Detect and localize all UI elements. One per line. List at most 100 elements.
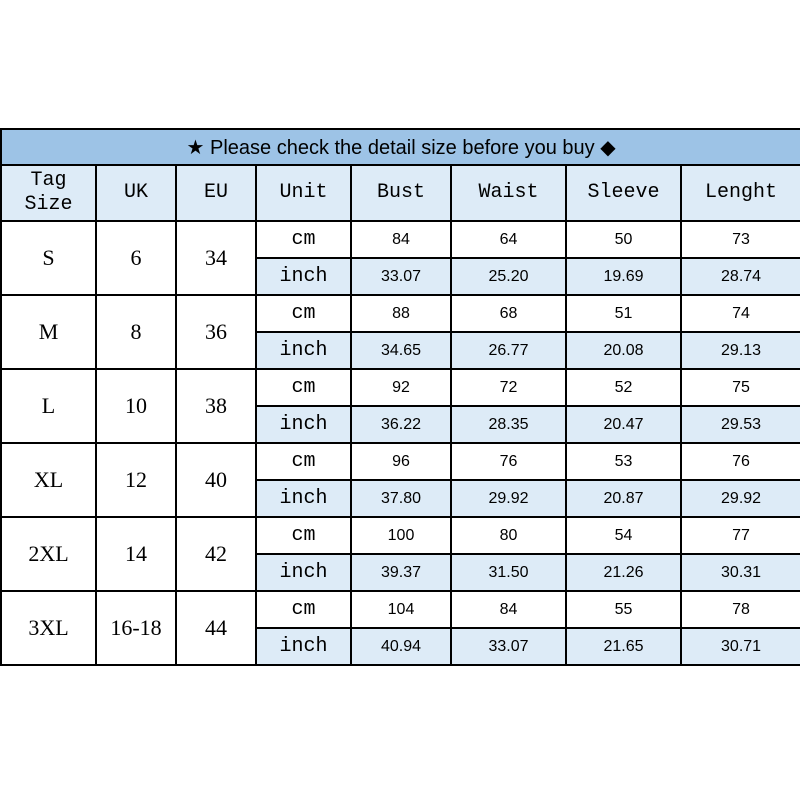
tag-size-cell: XL [0, 442, 97, 518]
measurement-cell: 51 [565, 294, 682, 333]
measurement-cell: 80 [450, 516, 567, 555]
tag-size-cell: S [0, 220, 97, 296]
uk-size-cell: 8 [95, 294, 177, 370]
measurement-cell: 96 [350, 442, 452, 481]
unit-cell: inch [255, 627, 352, 666]
measurement-cell: 52 [565, 368, 682, 407]
unit-cell: cm [255, 442, 352, 481]
size-row-cm: 3XL 16-18 44 cm 104 84 55 78 [0, 590, 800, 666]
measurement-cell: 84 [350, 220, 452, 259]
measurement-cell: 53 [565, 442, 682, 481]
measurement-cell: 36.22 [350, 405, 452, 444]
measurement-cell: 28.35 [450, 405, 567, 444]
measurement-cell: 33.07 [450, 627, 567, 666]
measurement-cell: 26.77 [450, 331, 567, 370]
measurement-cell: 100 [350, 516, 452, 555]
measurement-cell: 76 [679, 442, 800, 481]
unit-cell: inch [255, 405, 352, 444]
measurement-cell: 84 [450, 590, 567, 629]
measurement-cell: 33.07 [350, 257, 452, 296]
measurement-cell: 31.50 [450, 553, 567, 592]
measurement-cell: 19.69 [565, 257, 682, 296]
measurement-cell: 73 [679, 220, 800, 259]
eu-size-cell: 42 [175, 516, 257, 592]
measurement-cell: 76 [450, 442, 567, 481]
size-chart-table: ★ Please check the detail size before yo… [0, 128, 800, 666]
measurement-cell: 30.31 [679, 553, 800, 592]
unit-cell: inch [255, 553, 352, 592]
measurement-cell: 72 [450, 368, 567, 407]
measurement-cell: 29.92 [679, 479, 800, 518]
measurement-cell: 77 [679, 516, 800, 555]
size-row-inch: inch 39.37 31.50 21.26 30.31 [1, 553, 800, 592]
eu-size-cell: 44 [175, 590, 257, 666]
header-tag-size: Tag Size [0, 164, 97, 222]
header-waist: Waist [450, 164, 567, 222]
size-row-inch: inch 40.94 33.07 21.65 30.71 [1, 627, 800, 666]
measurement-cell: 64 [450, 220, 567, 259]
tag-size-cell: 2XL [0, 516, 97, 592]
measurement-cell: 34.65 [350, 331, 452, 370]
tag-size-cell: L [0, 368, 97, 444]
measurement-cell: 29.53 [679, 405, 800, 444]
measurement-cell: 54 [565, 516, 682, 555]
uk-size-cell: 12 [95, 442, 177, 518]
measurement-cell: 29.13 [679, 331, 800, 370]
measurement-cell: 75 [679, 368, 800, 407]
measurement-cell: 68 [450, 294, 567, 333]
uk-size-cell: 16-18 [95, 590, 177, 666]
header-uk: UK [95, 164, 177, 222]
measurement-cell: 20.87 [565, 479, 682, 518]
measurement-cell: 37.80 [350, 479, 452, 518]
unit-cell: cm [255, 220, 352, 259]
size-row-inch: inch 36.22 28.35 20.47 29.53 [1, 405, 800, 444]
header-sleeve: Sleeve [565, 164, 682, 222]
size-row-cm: L 10 38 cm 92 72 52 75 [0, 368, 800, 444]
header-size: Size [24, 193, 73, 216]
measurement-cell: 78 [679, 590, 800, 629]
measurement-cell: 74 [679, 294, 800, 333]
measurement-cell: 30.71 [679, 627, 800, 666]
size-row-cm: S 6 34 cm 84 64 50 73 [0, 220, 800, 296]
size-row-inch: inch 37.80 29.92 20.87 29.92 [1, 479, 800, 518]
measurement-cell: 28.74 [679, 257, 800, 296]
measurement-cell: 88 [350, 294, 452, 333]
banner-notice: ★ Please check the detail size before yo… [0, 128, 800, 166]
uk-size-cell: 14 [95, 516, 177, 592]
tag-size-cell: 3XL [0, 590, 97, 666]
measurement-cell: 40.94 [350, 627, 452, 666]
eu-size-cell: 38 [175, 368, 257, 444]
measurement-cell: 25.20 [450, 257, 567, 296]
unit-cell: inch [255, 331, 352, 370]
header-tag: Tag [30, 169, 67, 192]
header-unit: Unit [255, 164, 352, 222]
measurement-cell: 20.47 [565, 405, 682, 444]
unit-cell: cm [255, 516, 352, 555]
measurement-cell: 21.65 [565, 627, 682, 666]
measurement-cell: 29.92 [450, 479, 567, 518]
measurement-cell: 104 [350, 590, 452, 629]
uk-size-cell: 6 [95, 220, 177, 296]
size-row-inch: inch 34.65 26.77 20.08 29.13 [1, 331, 800, 370]
eu-size-cell: 34 [175, 220, 257, 296]
header-bust: Bust [350, 164, 452, 222]
uk-size-cell: 10 [95, 368, 177, 444]
unit-cell: inch [255, 479, 352, 518]
header-length: Lenght [679, 164, 800, 222]
measurement-cell: 21.26 [565, 553, 682, 592]
eu-size-cell: 36 [175, 294, 257, 370]
size-row-cm: 2XL 14 42 cm 100 80 54 77 [0, 516, 800, 592]
eu-size-cell: 40 [175, 442, 257, 518]
size-row-cm: XL 12 40 cm 96 76 53 76 [0, 442, 800, 518]
measurement-cell: 20.08 [565, 331, 682, 370]
header-eu: EU [175, 164, 257, 222]
size-row-cm: M 8 36 cm 88 68 51 74 [0, 294, 800, 370]
measurement-cell: 39.37 [350, 553, 452, 592]
unit-cell: cm [255, 294, 352, 333]
measurement-cell: 92 [350, 368, 452, 407]
tag-size-cell: M [0, 294, 97, 370]
unit-cell: cm [255, 590, 352, 629]
unit-cell: inch [255, 257, 352, 296]
unit-cell: cm [255, 368, 352, 407]
size-row-inch: inch 33.07 25.20 19.69 28.74 [1, 257, 800, 296]
